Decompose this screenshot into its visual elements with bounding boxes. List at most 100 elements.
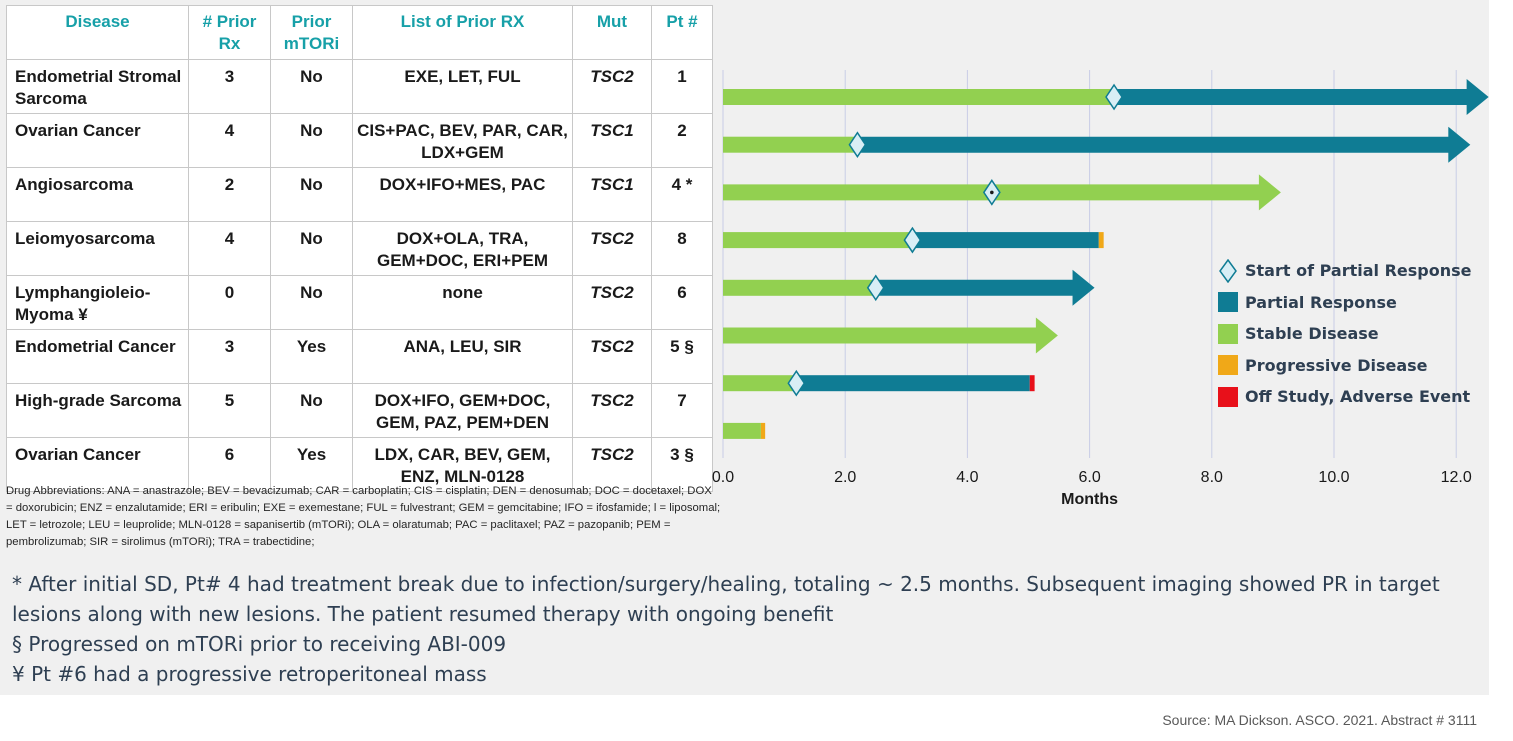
off-study-swatch: [1218, 386, 1238, 407]
header-list-prior-rx: List of Prior RX: [352, 5, 573, 60]
footnotes: * After initial SD, Pt# 4 had treatment …: [12, 569, 1482, 689]
drug-abbreviations: Drug Abbreviations: ANA = anastrazole; B…: [6, 485, 721, 548]
cell-prior-rx: 4: [188, 221, 271, 276]
prior-therapy-table: Disease # Prior Rx Prior mTORi List of P…: [6, 5, 713, 492]
stable-segment: [723, 279, 876, 296]
x-axis-label: Months: [1061, 491, 1118, 508]
cell-prior-mtori: No: [270, 167, 353, 222]
cell-disease: Endometrial Stromal Sarcoma: [6, 59, 189, 114]
cell-disease: Ovarian Cancer: [6, 113, 189, 168]
patient-bar: [723, 369, 1035, 397]
patient-bar: [723, 126, 1471, 163]
partial-swatch: [1218, 292, 1238, 313]
cell-prior-mtori: Yes: [270, 437, 353, 492]
cell-pt: 6: [651, 275, 713, 330]
chart-grid: [722, 70, 1457, 458]
cell-disease: Endometrial Cancer: [6, 329, 189, 384]
cell-disease: High-grade Sarcoma: [6, 383, 189, 438]
cell-prior-rx: 6: [188, 437, 271, 492]
footnote-line: § Progressed on mTORi prior to receiving…: [12, 632, 507, 656]
cell-pt: 3 §: [651, 437, 713, 492]
cell-list: ANA, LEU, SIR: [352, 329, 573, 384]
legend-item-partial: Partial Response: [1218, 287, 1471, 319]
cell-list: EXE, LET, FUL: [352, 59, 573, 114]
pr-start-diamond: [787, 369, 806, 397]
cell-list: DOX+OLA, TRA, GEM+DOC, ERI+PEM: [352, 221, 573, 276]
partial-segment: [796, 375, 1030, 392]
cell-mut: TSC2: [572, 59, 652, 114]
stable-segment: [723, 422, 761, 439]
cell-mut: TSC2: [572, 383, 652, 438]
footnote-line: * After initial SD, Pt# 4 had treatment …: [12, 572, 1440, 596]
source-citation: Source: MA Dickson. ASCO. 2021. Abstract…: [1162, 712, 1477, 728]
cell-prior-mtori: No: [270, 221, 353, 276]
x-tick-label: 10.0: [1318, 469, 1349, 486]
cell-pt: 8: [651, 221, 713, 276]
cell-pt: 4 *: [651, 167, 713, 222]
pr-marker-dot: [990, 190, 994, 195]
cell-prior-rx: 0: [188, 275, 271, 330]
off_study-segment: [1029, 375, 1035, 392]
table-row: Ovarian Cancer 6 Yes LDX, CAR, BEV, GEM,…: [6, 437, 713, 492]
table-row: Ovarian Cancer 4 No CIS+PAC, BEV, PAR, C…: [6, 113, 713, 168]
cell-disease: Angiosarcoma: [6, 167, 189, 222]
partial-segment: [1114, 79, 1489, 115]
cell-prior-mtori: No: [270, 59, 353, 114]
header-prior-rx: # Prior Rx: [188, 5, 271, 60]
header-mut: Mut: [572, 5, 652, 60]
stable-segment: [723, 317, 1058, 354]
legend-label: Off Study, Adverse Event: [1245, 387, 1471, 407]
legend-item-diamond: Start of Partial Response: [1218, 255, 1471, 287]
x-axis-ticks: 0.0 2.0 4.0 6.0 8.0 10.0 12.0: [712, 469, 1472, 486]
patient-bar: [723, 226, 1104, 254]
stable-segment: [723, 89, 1115, 105]
cell-list: DOX+IFO, GEM+DOC, GEM, PAZ, PEM+DEN: [352, 383, 573, 438]
header-pt: Pt #: [651, 5, 713, 60]
progressive-swatch: [1218, 355, 1238, 376]
header-prior-mtori: Prior mTORi: [270, 5, 353, 60]
table-row: Angiosarcoma 2 No DOX+IFO+MES, PAC TSC1 …: [6, 167, 713, 222]
x-tick-label: 8.0: [1201, 469, 1223, 486]
pr-start-diamond: [903, 226, 922, 254]
stable-segment: [723, 232, 913, 249]
legend-item-stable: Stable Disease: [1218, 318, 1471, 350]
cell-disease: Ovarian Cancer: [6, 437, 189, 492]
cell-prior-rx: 4: [188, 113, 271, 168]
stable-swatch: [1218, 323, 1238, 344]
legend-label: Partial Response: [1245, 292, 1397, 312]
patient-bar: [723, 174, 1281, 211]
cell-mut: TSC1: [572, 113, 652, 168]
patient-bar: [723, 422, 766, 439]
cell-prior-mtori: Yes: [270, 329, 353, 384]
cell-mut: TSC2: [572, 221, 652, 276]
footnote-line: lesions along with new lesions. The pati…: [12, 602, 834, 626]
stable-segment: [723, 174, 1281, 211]
legend-label: Stable Disease: [1245, 324, 1379, 344]
header-disease: Disease: [6, 5, 189, 60]
cell-disease: Leiomyosarcoma: [6, 221, 189, 276]
patient-bar: [723, 79, 1489, 115]
cell-disease: Lymphangioleio-Myoma ¥: [6, 275, 189, 330]
stable-segment: [723, 136, 858, 153]
diamond-icon: [1219, 258, 1237, 283]
cell-prior-mtori: No: [270, 275, 353, 330]
progressive-segment: [760, 422, 766, 439]
table-header-row: Disease # Prior Rx Prior mTORi List of P…: [6, 5, 713, 60]
chart-bars: [723, 79, 1489, 439]
table-row: Leiomyosarcoma 4 No DOX+OLA, TRA, GEM+DO…: [6, 221, 713, 276]
pr-start-diamond: [1105, 83, 1123, 111]
pr-start-diamond: [866, 274, 885, 302]
x-tick-label: 12.0: [1441, 469, 1472, 486]
x-tick-label: 2.0: [834, 469, 856, 486]
legend-label: Start of Partial Response: [1245, 261, 1472, 281]
progressive-segment: [1098, 232, 1104, 249]
legend-item-progressive: Progressive Disease: [1218, 350, 1471, 382]
x-tick-label: 6.0: [1078, 469, 1100, 486]
cell-list: LDX, CAR, BEV, GEM, ENZ, MLN-0128: [352, 437, 573, 492]
swimmer-chart: 0.0 2.0 4.0 6.0 8.0 10.0 12.0 Months: [712, 70, 1489, 508]
chart-legend: Start of Partial Response Partial Respon…: [1218, 255, 1471, 413]
pr-start-diamond: [848, 131, 867, 159]
cell-list: CIS+PAC, BEV, PAR, CAR, LDX+GEM: [352, 113, 573, 168]
partial-segment: [912, 232, 1099, 249]
table-row: Endometrial Stromal Sarcoma 3 No EXE, LE…: [6, 59, 713, 114]
